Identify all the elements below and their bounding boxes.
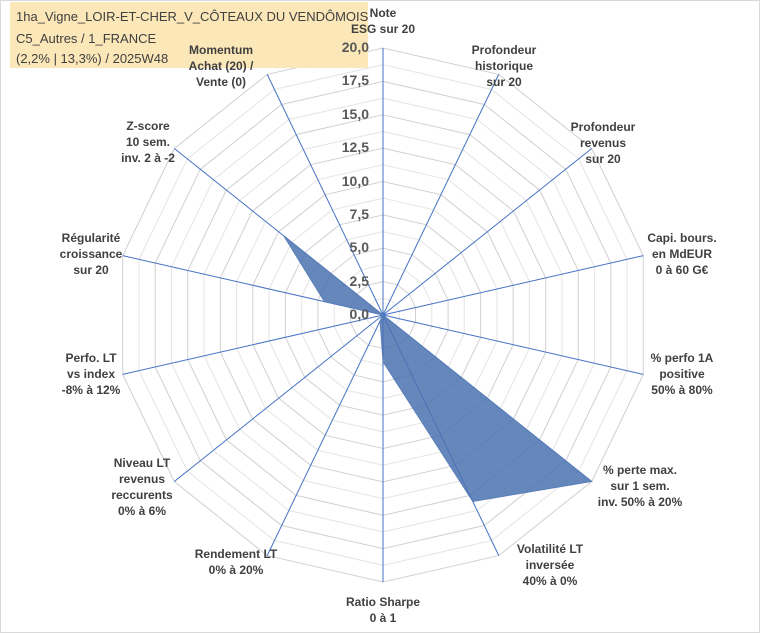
radar-series — [283, 235, 593, 502]
radial-tick-label: 12,5 — [341, 139, 369, 156]
category-label: Z-score 10 sem. inv. 2 à -2 — [121, 119, 175, 165]
category-label: Profondeur revenus sur 20 — [570, 120, 636, 166]
category-label: Volatilité LT inversée 40% à 0% — [516, 542, 584, 588]
series-area-0 — [283, 235, 593, 502]
radial-tick-label: 0,0 — [349, 306, 369, 322]
category-label: Note ESG sur 20 — [350, 6, 416, 36]
radar-spoke — [382, 74, 500, 316]
radial-tick-label: 2,5 — [349, 272, 369, 289]
radial-tick-label: 15,0 — [341, 105, 369, 122]
radar-spoke — [382, 255, 644, 316]
chart-title-line-1: 1ha_Vigne_LOIR-ET-CHER_V_CÔTEAUX DU VEND… — [16, 9, 369, 24]
category-label: Rendement LT 0% à 20% — [194, 547, 278, 577]
category-label: Régularité croissance sur 20 — [59, 231, 123, 277]
radial-tick-label: 17,5 — [341, 72, 369, 89]
radar-spoke — [173, 314, 384, 482]
chart-title-line-3: (2,2% | 13,3%) / 2025W48 — [16, 51, 169, 66]
category-label: Perfo. LT vs index -8% à 12% — [61, 351, 121, 397]
category-label: Capi. bours. en MdEUR 0 à 60 G€ — [647, 231, 717, 277]
chart-title-line-2: C5_Autres / 1_FRANCE — [16, 31, 157, 46]
radial-tick-label: 20,0 — [341, 39, 369, 55]
category-label: % perfo 1A positive 50% à 80% — [650, 351, 714, 397]
category-label: % perte max. sur 1 sem. inv. 50% à 20% — [597, 463, 683, 509]
radial-tick-label: 10,0 — [341, 172, 369, 189]
radial-tick-label: 5,0 — [349, 239, 369, 256]
radar-grid — [122, 47, 644, 583]
radar-spoke — [382, 314, 644, 375]
radar-spoke — [266, 314, 384, 556]
radar-spoke — [266, 74, 384, 316]
radar-spoke — [382, 148, 593, 316]
radar-spoke — [122, 314, 384, 375]
category-label: Ratio Sharpe 0 à 1 — [345, 595, 420, 625]
category-label: Niveau LT revenus reccurents 0% à 6% — [111, 456, 173, 518]
category-label: Momentum Achat (20) / Vente (0) — [188, 43, 254, 89]
chart-title-box — [10, 2, 368, 68]
category-label: Profondeur historique sur 20 — [471, 43, 537, 89]
radial-tick-label: 7,5 — [349, 205, 369, 222]
